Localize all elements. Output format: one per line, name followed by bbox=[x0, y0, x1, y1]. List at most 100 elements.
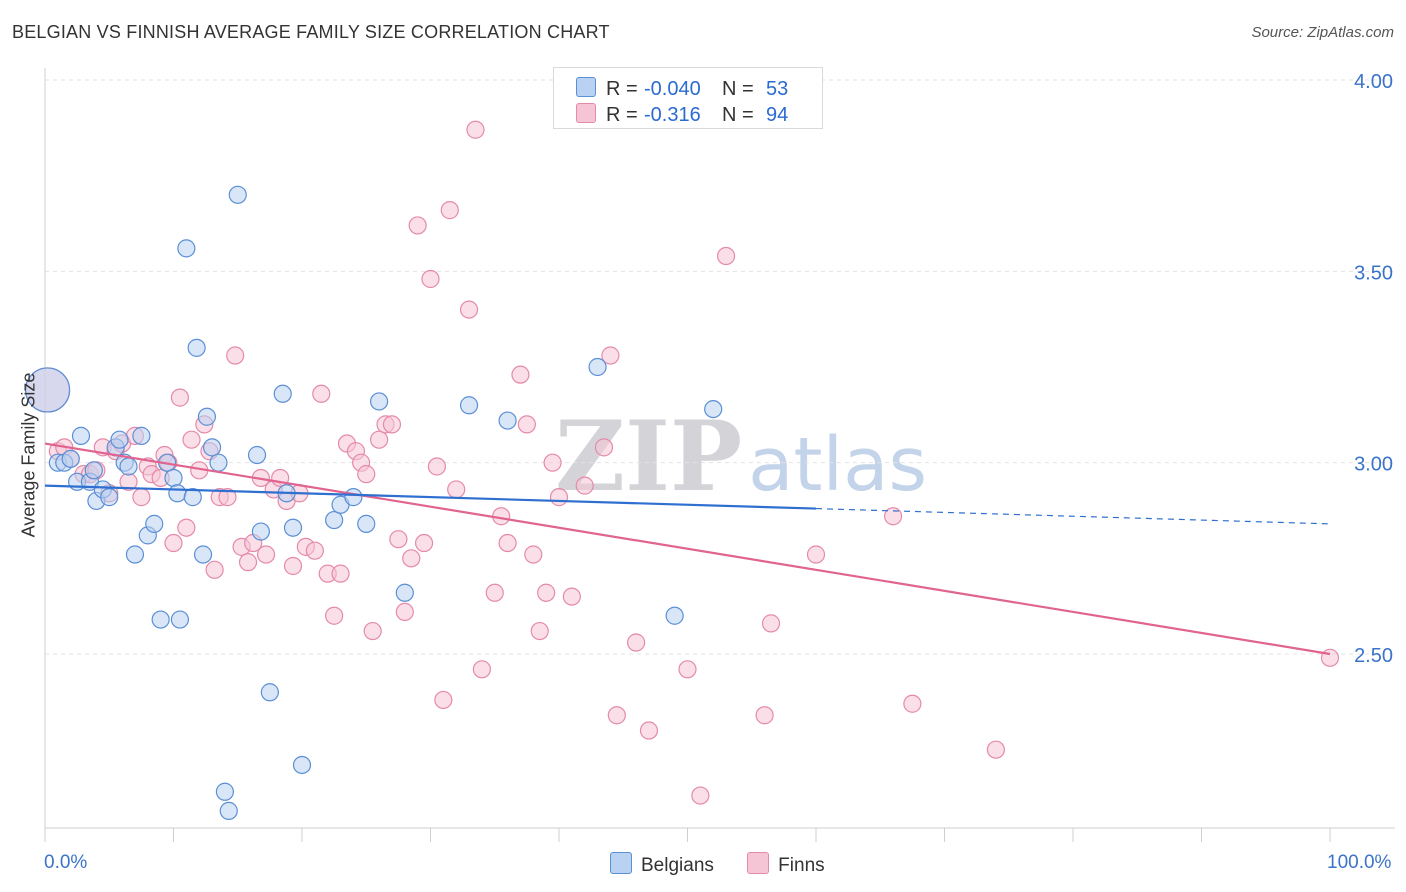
finns-point bbox=[459, 300, 479, 319]
finns-point bbox=[132, 488, 151, 507]
finns-point bbox=[402, 549, 421, 568]
belgians-point bbox=[498, 411, 517, 430]
source-label: Source: ZipAtlas.com bbox=[1251, 24, 1394, 41]
belgians-point bbox=[704, 399, 723, 419]
y-tick-labels: 2.50 3.00 3.50 4.00 bbox=[1354, 71, 1393, 667]
finns-points bbox=[24, 120, 1340, 805]
legend-label: Finns bbox=[778, 855, 825, 876]
belgians-point bbox=[84, 461, 103, 480]
finns-point bbox=[440, 201, 459, 220]
finns-point bbox=[466, 120, 485, 139]
belgians-point bbox=[292, 755, 312, 775]
finns-point bbox=[389, 530, 408, 549]
legend-row-belgians: R = -0.040 N = 53 bbox=[576, 77, 788, 103]
chart-title: BELGIAN VS FINNISH AVERAGE FAMILY SIZE C… bbox=[12, 22, 610, 42]
finns-point bbox=[517, 415, 536, 434]
finns-point bbox=[283, 556, 303, 576]
finns-point bbox=[883, 507, 903, 526]
finns-point bbox=[414, 533, 434, 553]
finns-point bbox=[182, 430, 201, 449]
y-tick-label: 3.50 bbox=[1354, 262, 1393, 284]
belgians-point bbox=[71, 426, 91, 445]
finns-point bbox=[524, 545, 543, 564]
finns-point bbox=[408, 216, 427, 235]
finns-point bbox=[607, 706, 626, 725]
finns-point bbox=[986, 740, 1006, 759]
belgians-point bbox=[187, 338, 206, 357]
finns-point bbox=[472, 660, 491, 679]
belgians-point bbox=[193, 545, 213, 564]
belgians-point bbox=[197, 407, 217, 426]
belgians-point bbox=[168, 484, 187, 503]
belgians-point bbox=[251, 522, 270, 541]
belgians-point bbox=[177, 239, 196, 258]
x-tick-label-max: 100.0% bbox=[1327, 852, 1392, 873]
finns-point bbox=[305, 541, 324, 560]
belgians-point bbox=[132, 426, 151, 445]
finns-swatch bbox=[747, 852, 770, 874]
belgians-point bbox=[344, 488, 363, 507]
belgians-point bbox=[202, 438, 222, 457]
finns-point bbox=[238, 553, 258, 572]
finns-point bbox=[537, 583, 556, 602]
belgians-point bbox=[24, 367, 71, 413]
finns-point bbox=[218, 488, 237, 507]
belgians-point bbox=[183, 488, 202, 507]
finns-point bbox=[575, 476, 594, 495]
finns-point bbox=[511, 365, 530, 384]
finns-point bbox=[755, 706, 774, 725]
finns-point bbox=[434, 690, 453, 710]
belgians-point bbox=[110, 430, 129, 449]
finns-point bbox=[226, 346, 245, 365]
finns-point bbox=[312, 384, 331, 403]
belgians-point bbox=[273, 384, 292, 403]
finns-point bbox=[549, 488, 569, 507]
finns-point bbox=[363, 621, 382, 641]
belgians-point bbox=[219, 801, 238, 820]
finns-point bbox=[806, 545, 826, 564]
belgians-point bbox=[228, 185, 247, 204]
finns-point bbox=[170, 388, 190, 407]
finns-point bbox=[639, 721, 659, 740]
belgians-point bbox=[357, 514, 376, 533]
belgians-point bbox=[209, 453, 228, 472]
finns-point bbox=[594, 438, 614, 457]
finns-point bbox=[530, 621, 549, 641]
finns-point bbox=[447, 480, 466, 499]
legend-item-finns[interactable]: Finns bbox=[747, 852, 825, 877]
belgians-point bbox=[215, 782, 234, 801]
finns-point bbox=[382, 415, 402, 434]
r-value: -0.040 bbox=[644, 78, 701, 100]
finns-point bbox=[164, 533, 183, 553]
belgians-swatch bbox=[610, 852, 632, 874]
finns-point bbox=[256, 545, 276, 564]
finns-point bbox=[177, 518, 196, 537]
belgians-point bbox=[119, 457, 138, 476]
finns-point bbox=[331, 564, 350, 583]
y-tick-label: 2.50 bbox=[1354, 645, 1393, 667]
x-tick-label-min: 0.0% bbox=[44, 852, 88, 873]
belgians-point bbox=[170, 610, 190, 629]
belgians-swatch bbox=[576, 77, 596, 97]
r-value: -0.316 bbox=[644, 104, 701, 126]
belgians-point bbox=[151, 610, 170, 629]
finns-point bbox=[395, 602, 414, 622]
finns-point bbox=[357, 465, 376, 484]
finns-swatch bbox=[576, 103, 596, 123]
series-legend: Belgians Finns bbox=[610, 852, 853, 877]
legend-row-finns: R = -0.316 N = 94 bbox=[576, 103, 788, 129]
y-tick-label: 4.00 bbox=[1354, 71, 1393, 93]
belgians-point bbox=[588, 357, 607, 377]
axes bbox=[44, 68, 1395, 842]
belgians-point bbox=[283, 518, 303, 537]
finns-point bbox=[601, 346, 620, 365]
y-tick-label: 3.00 bbox=[1354, 454, 1393, 476]
belgians-point bbox=[260, 683, 279, 702]
r-label: R = bbox=[606, 104, 638, 126]
legend-item-belgians[interactable]: Belgians bbox=[610, 852, 714, 877]
belgians-trend-extension bbox=[815, 507, 1331, 525]
finns-point bbox=[427, 457, 447, 476]
correlation-legend: R = -0.040 N = 53 R = -0.316 N = 94 bbox=[553, 67, 823, 129]
finns-point bbox=[1320, 648, 1340, 667]
